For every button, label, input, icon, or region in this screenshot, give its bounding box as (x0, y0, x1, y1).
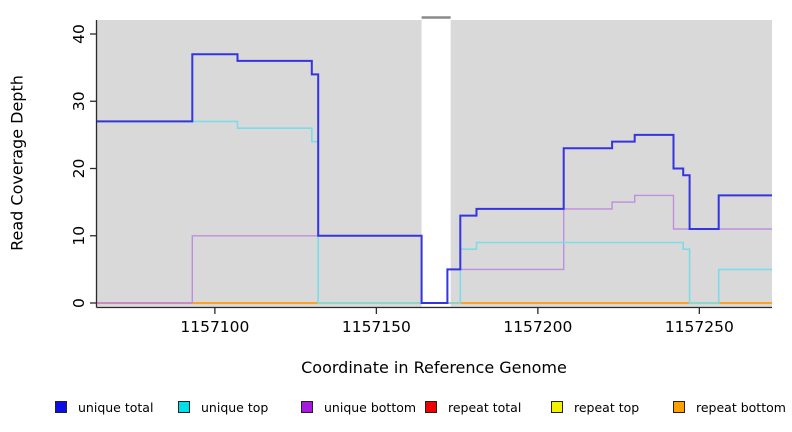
x-tick-label: 1157250 (665, 318, 734, 336)
y-tick-label: 30 (70, 91, 88, 111)
legend-item-unique-top: unique top (178, 398, 268, 416)
gap-band (421, 17, 451, 307)
legend-label: unique top (201, 399, 269, 415)
legend-label: repeat total (448, 399, 522, 415)
legend-label: repeat top (574, 399, 640, 415)
y-tick-label: 10 (70, 226, 88, 246)
legend-item-unique-bottom: unique bottom (301, 398, 416, 416)
y-axis-title: Read Coverage Depth (7, 75, 27, 251)
x-axis-title: Coordinate in Reference Genome (301, 358, 567, 377)
x-tick-label: 1157150 (342, 318, 411, 336)
x-tick-label: 1157100 (180, 318, 249, 336)
legend-item-unique-total: unique total (55, 398, 153, 416)
y-tick-label: 20 (70, 159, 88, 179)
y-tick-label: 0 (70, 298, 88, 308)
legend-swatch-icon (673, 401, 685, 413)
legend-item-repeat-total: repeat total (425, 398, 521, 416)
legend-swatch-icon (55, 401, 67, 413)
legend-item-repeat-bottom: repeat bottom (673, 398, 786, 416)
y-tick-label: 40 (70, 24, 88, 44)
coverage-plot: 0 10 20 30 40 1157100 1157150 1157200 1157250 (70, 16, 772, 336)
legend-swatch-icon (551, 401, 563, 413)
legend-label: repeat bottom (696, 399, 786, 415)
legend-swatch-icon (301, 401, 313, 413)
legend-item-repeat-top: repeat top (551, 398, 639, 416)
legend-swatch-icon (178, 401, 190, 413)
x-tick-label: 1157200 (503, 318, 572, 336)
series-unique-top (97, 120, 772, 304)
series-unique-total (97, 53, 772, 304)
legend-swatch-icon (425, 401, 437, 413)
legend-label: unique total (78, 399, 154, 415)
legend-label: unique bottom (324, 399, 417, 415)
series-unique-bottom (97, 194, 772, 304)
legend: unique total unique top unique bottom repea… (0, 398, 792, 418)
